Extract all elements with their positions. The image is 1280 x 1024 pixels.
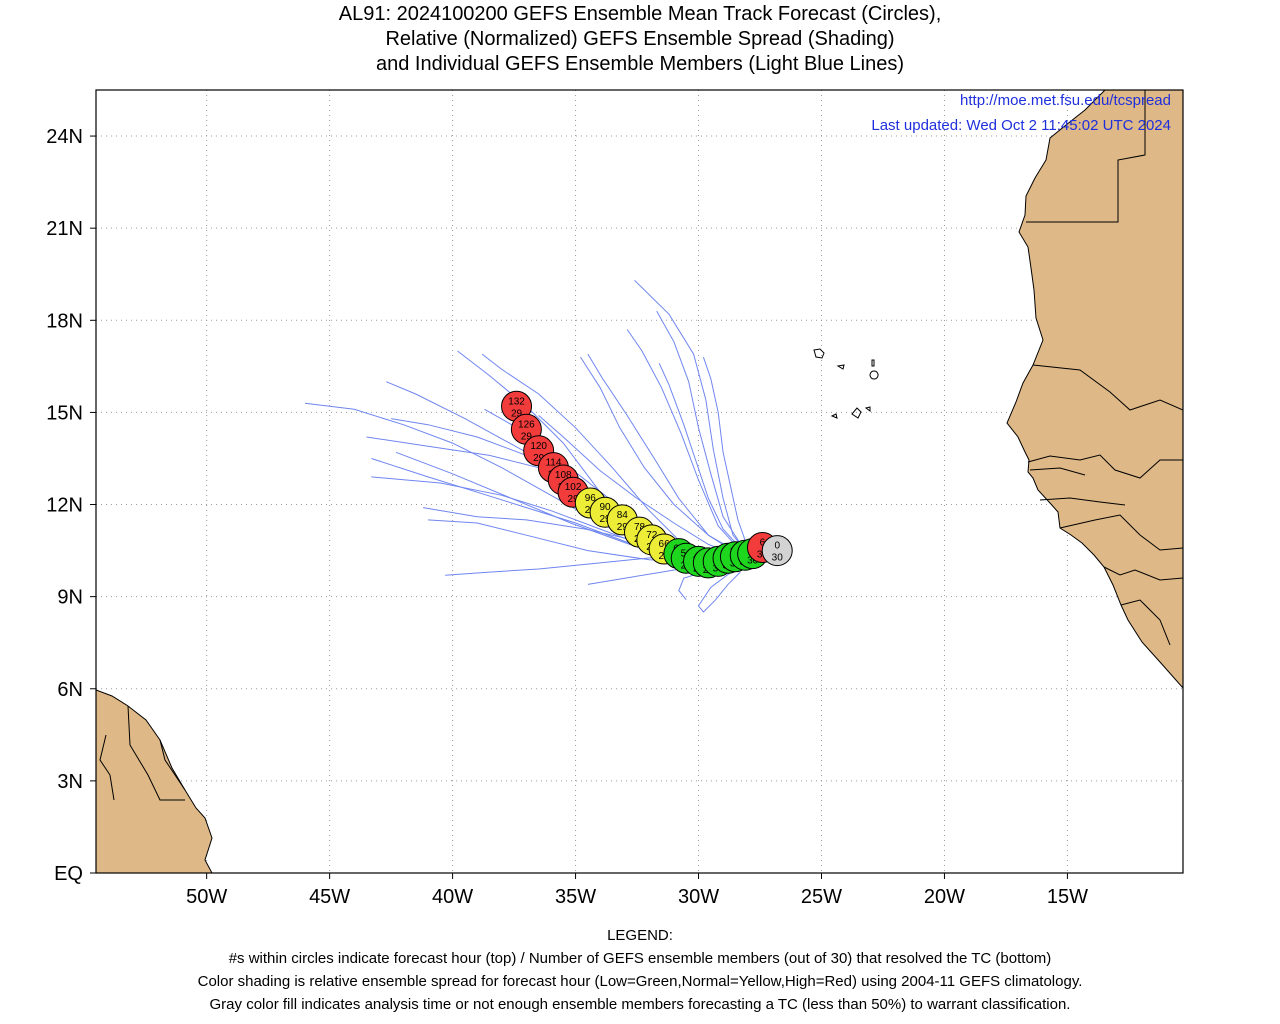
title-line-2: Relative (Normalized) GEFS Ensemble Spre… (385, 28, 895, 50)
ocean-background (96, 90, 1183, 873)
title-line-1: AL91: 2024100200 GEFS Ensemble Mean Trac… (338, 3, 942, 25)
plot-frame (95, 89, 1184, 874)
member-count-label: 30 (747, 556, 759, 567)
y-tick-label: EQ (54, 863, 83, 885)
track-circle (761, 535, 793, 567)
x-tick-label: 40W (432, 886, 473, 908)
member-count-label: 30 (772, 553, 784, 564)
y-tick-label: 24N (46, 126, 83, 148)
forecast-hour-label: 120 (530, 441, 547, 452)
y-tick-label: 12N (46, 495, 83, 517)
graticule (96, 90, 1183, 873)
forecast-hour-label: 84 (617, 510, 629, 521)
y-tick-label: 3N (57, 771, 83, 793)
member-count-label: 29 (617, 522, 629, 533)
member-count-label: 29 (600, 514, 612, 525)
forecast-hour-label: 72 (646, 530, 658, 541)
member-count-label: 29 (533, 453, 545, 464)
cabo-verde-islands (813, 348, 879, 419)
y-tick-label: 18N (46, 310, 83, 332)
credit-url-link[interactable]: http://moe.met.fsu.edu/tcspread (960, 92, 1171, 109)
mean-track-circles: 1322912629120291142910829102299629902984… (501, 390, 793, 579)
forecast-hour-label: 102 (565, 482, 582, 493)
africa-landmass (1006, 90, 1183, 689)
forecast-hour-label: 90 (600, 502, 612, 513)
africa-borders (1026, 90, 1183, 646)
last-updated-text: Last updated: Wed Oct 2 11:45:02 UTC 202… (871, 117, 1171, 134)
forecast-hour-label: 78 (634, 522, 646, 533)
member-count-label: 29 (521, 431, 533, 442)
forecast-hour-label: 6 (760, 538, 766, 549)
axis-ticks: 50W 45W 40W 35W 30W 25W 20W 15W EQ 3N 6N 9N 12N 15N 18… (46, 126, 1088, 908)
forecast-hour-label: 96 (585, 493, 597, 504)
legend-line-2: Color shading is relative ensemble sprea… (197, 973, 1083, 990)
y-tick-label: 6N (57, 679, 83, 701)
x-tick-label: 25W (801, 886, 842, 908)
forecast-hour-label: 126 (518, 419, 535, 430)
x-tick-label: 35W (555, 886, 596, 908)
member-count-label: 29 (568, 494, 580, 505)
south-america-landmass (96, 689, 213, 873)
forecast-hour-label: 108 (555, 470, 572, 481)
forecast-hour-label: 114 (545, 458, 561, 469)
south-america-borders (99, 705, 186, 801)
forecast-hour-label: 66 (659, 539, 671, 550)
y-tick-label: 21N (46, 218, 83, 240)
legend-line-1: #s within circles indicate forecast hour… (228, 950, 1052, 967)
mean-track-point-0h: 030 (761, 535, 793, 567)
title-line-3: and Individual GEFS Ensemble Members (Li… (375, 53, 905, 75)
x-tick-label: 45W (309, 886, 350, 908)
y-tick-label: 15N (46, 402, 83, 424)
y-tick-label: 9N (57, 587, 83, 609)
x-tick-label: 20W (924, 886, 965, 908)
legend-heading: LEGEND: (607, 927, 673, 944)
x-tick-label: 50W (186, 886, 227, 908)
x-tick-label: 15W (1047, 886, 1088, 908)
forecast-hour-label: 132 (508, 396, 525, 407)
x-tick-label: 30W (678, 886, 719, 908)
legend-line-3: Gray color fill indicates analysis time … (209, 996, 1071, 1013)
forecast-hour-label: 0 (774, 541, 780, 552)
member-count-label: 29 (511, 408, 523, 419)
